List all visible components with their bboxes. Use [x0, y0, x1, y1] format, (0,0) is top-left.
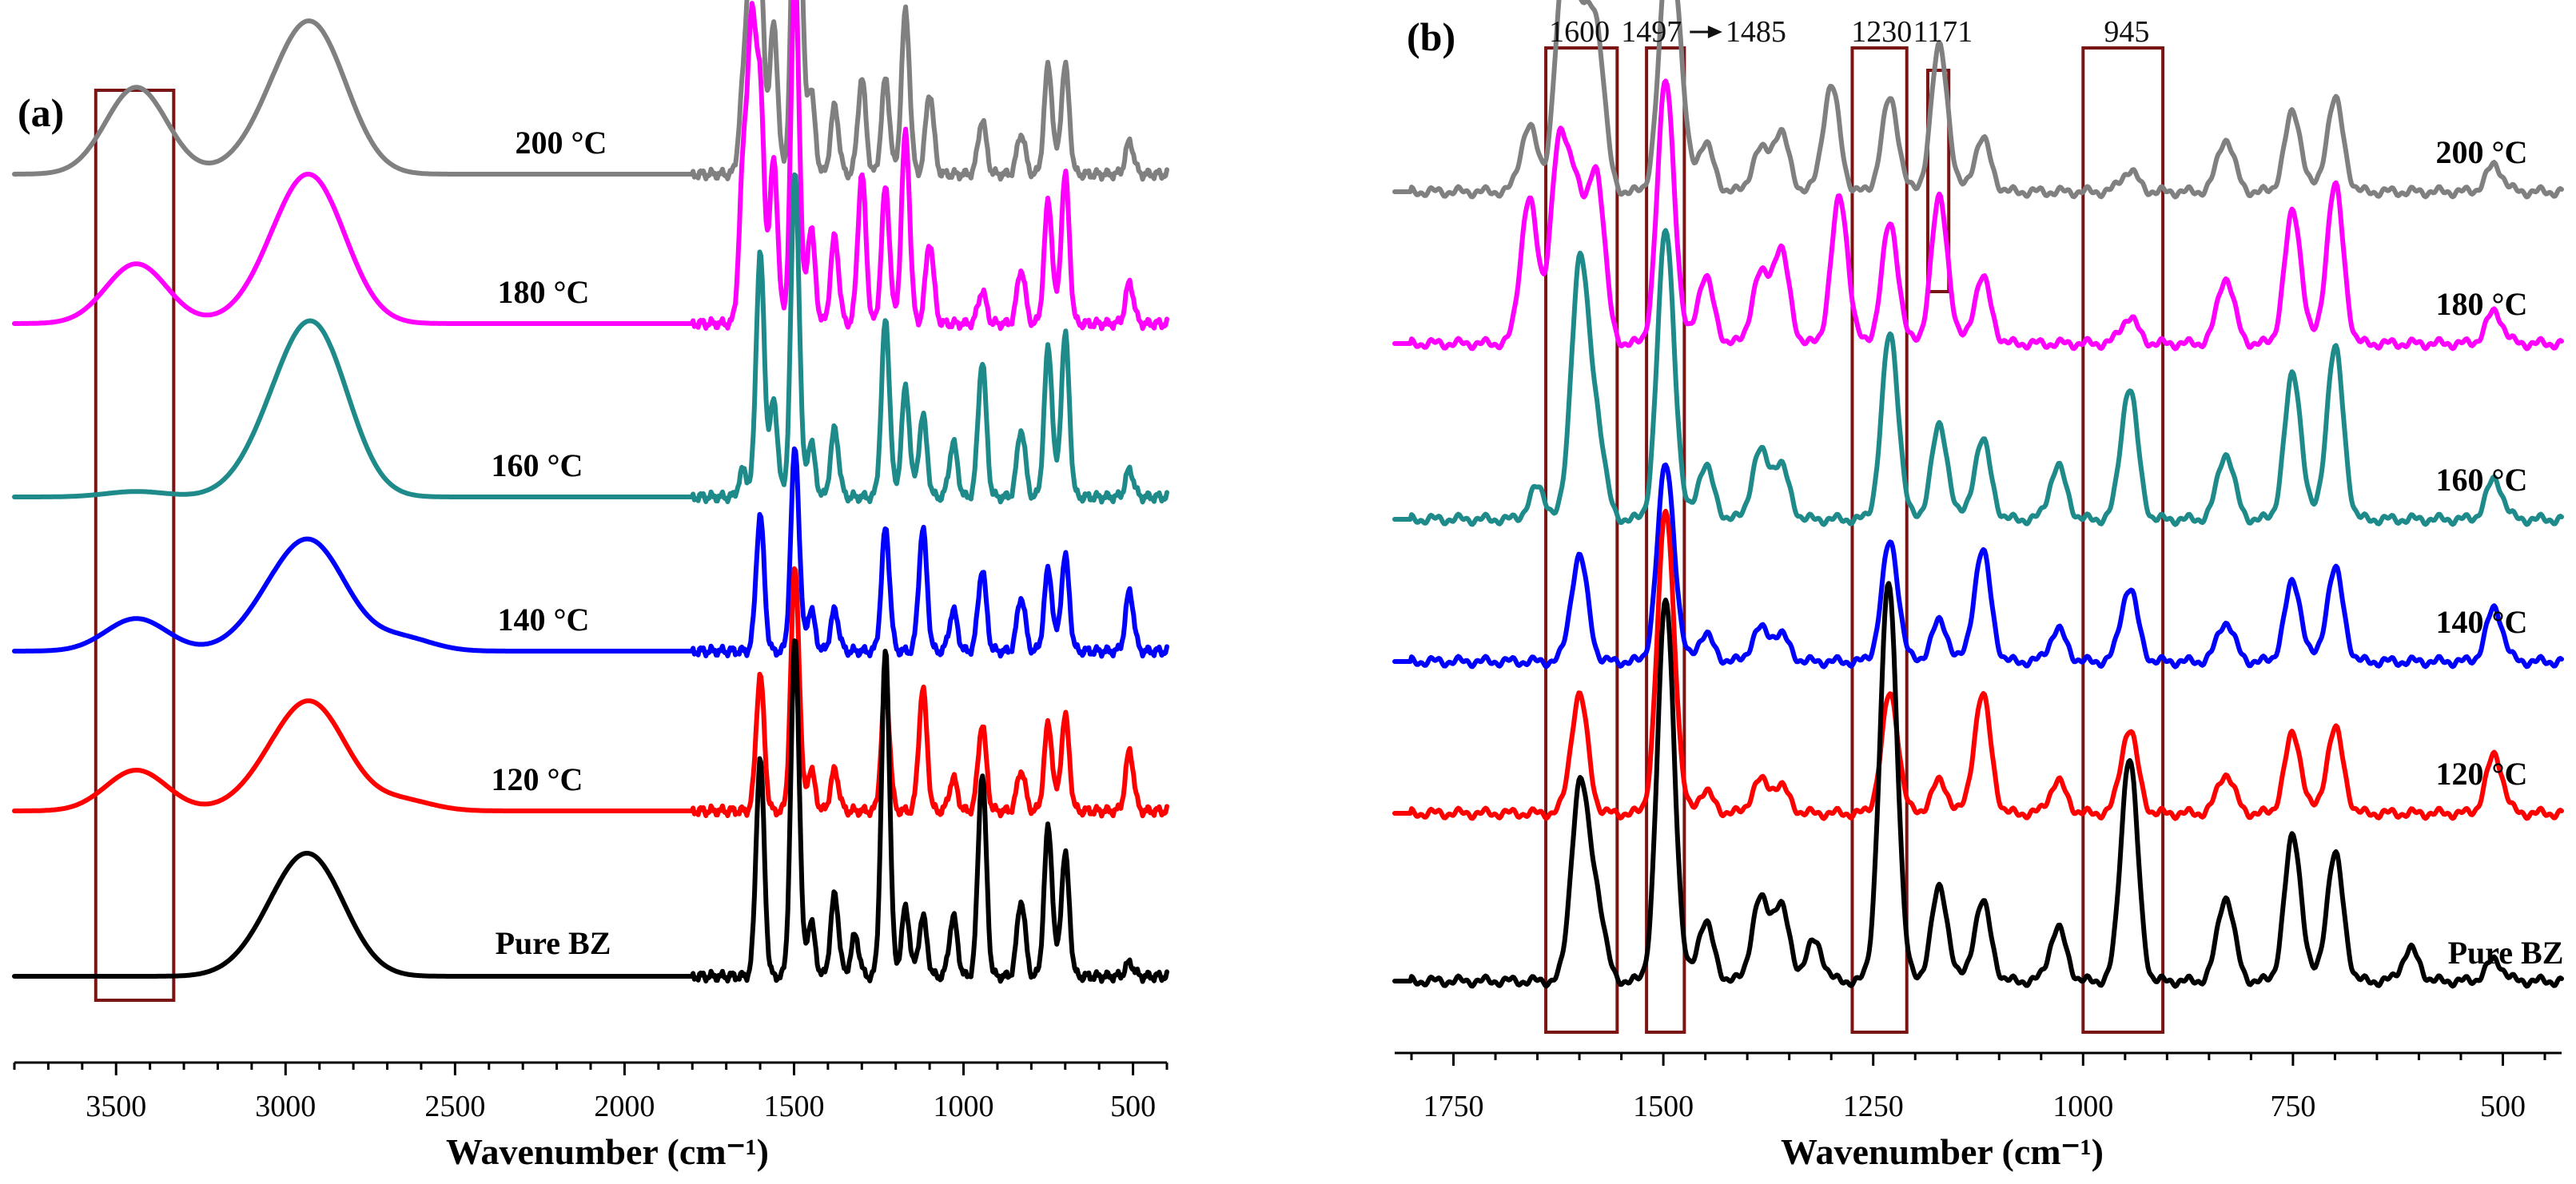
x-tick-label: 1000 [934, 1090, 994, 1123]
spectrum-line-180-c [1392, 78, 2564, 352]
highlight-box [2081, 46, 2165, 1034]
series-label: 200 °C [2436, 134, 2528, 170]
peak-annotation-1497: 1497 [1621, 15, 1682, 49]
peak-annotation-945: 945 [2104, 15, 2149, 49]
panel-b-x-axis-title: Wavenumber (cm⁻¹) [1781, 1131, 2104, 1172]
series-label: 180 °C [2436, 286, 2528, 322]
series-label: 140 °C [2436, 604, 2528, 640]
spectrum-line-pure-bz [12, 638, 1169, 984]
spectrum-line-160-c [12, 172, 1169, 505]
x-tick-label: 3000 [255, 1090, 316, 1123]
highlight-box [94, 89, 176, 1002]
x-tick-label: 1750 [1423, 1090, 1484, 1123]
x-tick-label: 500 [1110, 1090, 1156, 1123]
panel-b-letter: (b) [1407, 14, 1455, 59]
highlight-box [1544, 46, 1619, 1034]
series-label: 160 °C [492, 447, 583, 483]
highlight-box [1645, 46, 1686, 1034]
spectrum-line-200-c [12, 0, 1169, 182]
series-label: Pure BZ [2448, 935, 2564, 971]
series-label: 120 °C [492, 761, 583, 797]
series-label: 140 °C [498, 602, 590, 638]
peak-annotation-1230: 1230 [1851, 15, 1912, 49]
series-label: 200 °C [516, 125, 607, 161]
highlight-box [1925, 69, 1951, 293]
shift-arrow-head [1707, 26, 1722, 38]
x-tick-label: 1000 [2052, 1090, 2113, 1123]
x-tick-label: 3500 [86, 1090, 146, 1123]
x-tick-label: 1250 [1843, 1090, 1904, 1123]
series-label: 160 °C [2436, 462, 2528, 498]
series-label: Pure BZ [496, 925, 611, 961]
panel-a-letter: (a) [18, 90, 64, 135]
spectrum-line-120-c [1392, 508, 2564, 821]
spectrum-line-140-c [1392, 462, 2564, 669]
series-label: 120 °C [2436, 756, 2528, 792]
highlight-box [1850, 46, 1909, 1034]
panel-a-x-axis-title: Wavenumber (cm⁻¹) [446, 1131, 769, 1172]
spectrum-line-200-c [1392, 0, 2564, 200]
x-tick-label: 750 [2270, 1090, 2315, 1123]
peak-annotation-1600: 1600 [1549, 15, 1610, 49]
peak-annotation-1485: 1485 [1726, 15, 1786, 49]
spectrum-line-140-c [12, 446, 1169, 659]
x-tick-label: 2000 [594, 1090, 655, 1123]
series-label: 180 °C [498, 274, 590, 310]
spectrum-line-pure-bz [1392, 581, 2564, 989]
x-tick-label: 1500 [763, 1090, 824, 1123]
spectrum-line-180-c [12, 0, 1169, 332]
x-tick-label: 1500 [1633, 1090, 1694, 1123]
panel-a-chart: (a) 200 °C 180 °C 160 °C 140 °C 120 °C Pure B… [12, 0, 1169, 1172]
spectrum-line-120-c [12, 566, 1169, 819]
spectrum-line-160-c [1392, 228, 2564, 527]
x-tick-label: 2500 [424, 1090, 485, 1123]
peak-annotation-1171: 1171 [1913, 15, 1973, 49]
x-tick-label: 500 [2480, 1090, 2526, 1123]
panel-b-chart: (b) 200 °C 180 °C 160 °C 140 °C 120 °C Pure B… [1392, 0, 2564, 1172]
